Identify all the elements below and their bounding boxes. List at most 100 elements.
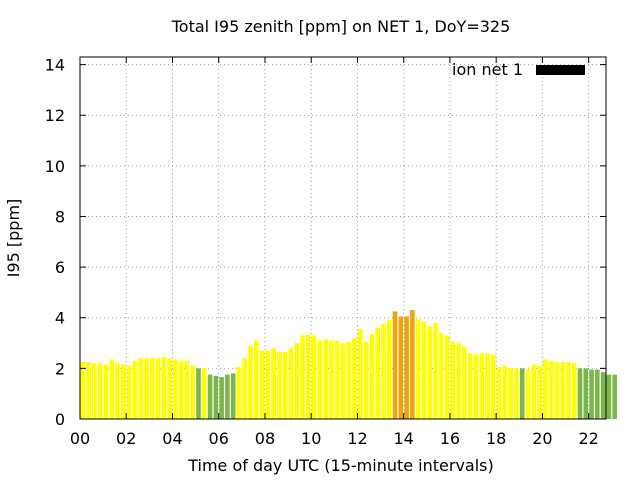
bar [369, 334, 375, 419]
bar [213, 375, 219, 419]
x-tick-label: 10 [301, 429, 321, 448]
bar [126, 365, 132, 419]
bar [352, 337, 357, 419]
bar [467, 353, 473, 419]
chart-title: Total I95 zenith [ppm] on NET 1, DoY=325 [171, 17, 511, 36]
y-tick-label: 8 [55, 207, 65, 226]
bar [201, 368, 207, 419]
bar [444, 335, 450, 419]
bar [236, 367, 242, 419]
x-tick-label: 22 [578, 429, 598, 448]
bars [80, 310, 617, 419]
plot-frame [79, 56, 607, 420]
bar [311, 335, 317, 419]
bar [583, 368, 589, 419]
bar [109, 359, 115, 419]
bar [277, 351, 282, 419]
x-axis-label: Time of day UTC (15-minute intervals) [187, 456, 494, 475]
bar [508, 368, 513, 419]
bar [571, 363, 577, 419]
bar [496, 367, 502, 419]
bar [138, 358, 143, 419]
bar [80, 362, 86, 419]
bar [600, 372, 606, 419]
bar [346, 341, 352, 419]
bar [358, 329, 363, 419]
bar [363, 341, 369, 419]
bar [386, 320, 392, 419]
bar [115, 363, 120, 419]
bar [92, 363, 97, 419]
bar [525, 369, 531, 419]
bar [207, 374, 213, 419]
bar [294, 343, 300, 419]
legend: ion net 1 [452, 60, 585, 79]
x-tick-label: 04 [162, 429, 182, 448]
bar [427, 326, 432, 419]
bar [415, 319, 421, 419]
bar [514, 368, 519, 419]
bar [254, 340, 259, 419]
bar [282, 351, 288, 419]
bar [612, 374, 617, 419]
ticks [79, 57, 606, 420]
bar [219, 377, 224, 419]
bar [519, 368, 525, 419]
bar [531, 364, 537, 419]
bar [178, 360, 184, 419]
bar [543, 359, 548, 419]
bar [300, 335, 305, 419]
legend-swatch [536, 65, 585, 75]
bar [184, 360, 190, 419]
bar [323, 339, 328, 419]
bar [155, 358, 161, 419]
bar [566, 362, 571, 419]
bar [288, 348, 294, 419]
bar [259, 350, 265, 419]
bar [410, 310, 415, 419]
y-tick-label: 2 [55, 359, 65, 378]
y-tick-label: 4 [55, 309, 65, 328]
bar [421, 321, 427, 419]
x-tick-label: 18 [486, 429, 506, 448]
x-tick-label: 16 [440, 429, 460, 448]
bar [248, 345, 253, 419]
bar [167, 358, 172, 419]
bar [589, 369, 594, 419]
bar [404, 316, 409, 419]
bar [121, 364, 126, 419]
bar [433, 322, 438, 419]
bar [103, 364, 109, 419]
bar [392, 311, 398, 419]
bar [456, 343, 461, 419]
x-tick-label: 00 [70, 429, 90, 448]
bar [340, 343, 346, 419]
x-tick-label: 20 [532, 429, 552, 448]
bar [329, 340, 334, 419]
y-tick-label: 0 [55, 410, 65, 429]
bar [473, 354, 479, 419]
bar [438, 332, 444, 419]
bar [230, 373, 236, 419]
bar [554, 362, 560, 419]
x-tick-label: 02 [116, 429, 136, 448]
bar [306, 334, 311, 419]
bar [479, 353, 485, 419]
bar [595, 369, 600, 419]
bar [462, 346, 467, 419]
y-tick-label: 14 [45, 56, 65, 75]
bar [548, 360, 554, 419]
bar [149, 358, 155, 419]
bar [132, 360, 138, 419]
y-tick-label: 10 [45, 157, 65, 176]
bar [375, 327, 380, 419]
bar [606, 374, 612, 419]
bar [196, 368, 201, 419]
bar [86, 362, 91, 419]
bar [381, 324, 386, 419]
bar [577, 368, 583, 419]
bar [490, 354, 496, 419]
bar [317, 340, 323, 419]
